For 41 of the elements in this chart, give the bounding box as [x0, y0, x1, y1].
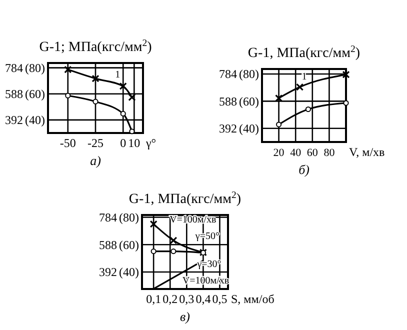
x-tick-label: 0: [120, 136, 126, 150]
y-tick-label: 784: [99, 210, 117, 224]
x-tick-label: -25: [88, 136, 104, 150]
chart-title: G-1, МПа(кгс/мм$^{2}$): [248, 44, 360, 61]
text: а): [90, 153, 101, 168]
y-tick-label: 588: [219, 94, 237, 108]
y2-tick-label: (40): [25, 113, 45, 128]
y-tick-label: 392: [5, 113, 23, 128]
x-tick-label: 0,1: [146, 292, 162, 306]
x-axis-title: V, м/хв: [349, 145, 386, 159]
chart-title: G-1, МПа(кгс/мм$^{2}$): [128, 190, 242, 207]
x-axis-title: γ°: [145, 136, 156, 150]
y2-tick-label: (60): [119, 238, 139, 252]
y2-tick-label: (40): [119, 265, 139, 280]
x-tick-label: -50: [60, 136, 76, 150]
x-tick-label: 80: [324, 147, 336, 159]
y-tick-label: 784: [219, 67, 237, 82]
y2-tick-label: (60): [25, 87, 45, 102]
y2-tick-label: (80): [239, 67, 259, 82]
y2-tick-label: (80): [119, 210, 139, 224]
x-tick-label: 20: [273, 147, 285, 159]
x-tick-label: 60: [306, 147, 318, 159]
x-tick-label: 40: [290, 147, 302, 159]
chart-title: G-1; МПа(кгс/мм$^{2}$): [39, 38, 152, 55]
y2-tick-label: (80): [25, 60, 45, 75]
y2-tick-label: (60): [239, 94, 259, 108]
x-tick-label: 0,5: [212, 292, 228, 306]
x-tick-label: 10: [128, 136, 140, 150]
y2-tick-label: (40): [239, 122, 259, 136]
x-tick-label: 0,2: [162, 292, 178, 306]
y-tick-label: 392: [99, 265, 117, 280]
x-axis-title: S, мм/об: [231, 292, 274, 306]
y-tick-label: 588: [99, 238, 117, 252]
text: в): [180, 309, 190, 324]
y-tick-label: 588: [5, 87, 23, 102]
y-tick-label: 392: [219, 122, 237, 136]
y-tick-label: 784: [5, 60, 23, 75]
x-tick-label: 0,4: [196, 292, 211, 306]
text: б): [298, 162, 310, 177]
x-tick-label: 0,3: [179, 292, 194, 306]
annotation: 1: [115, 70, 120, 81]
